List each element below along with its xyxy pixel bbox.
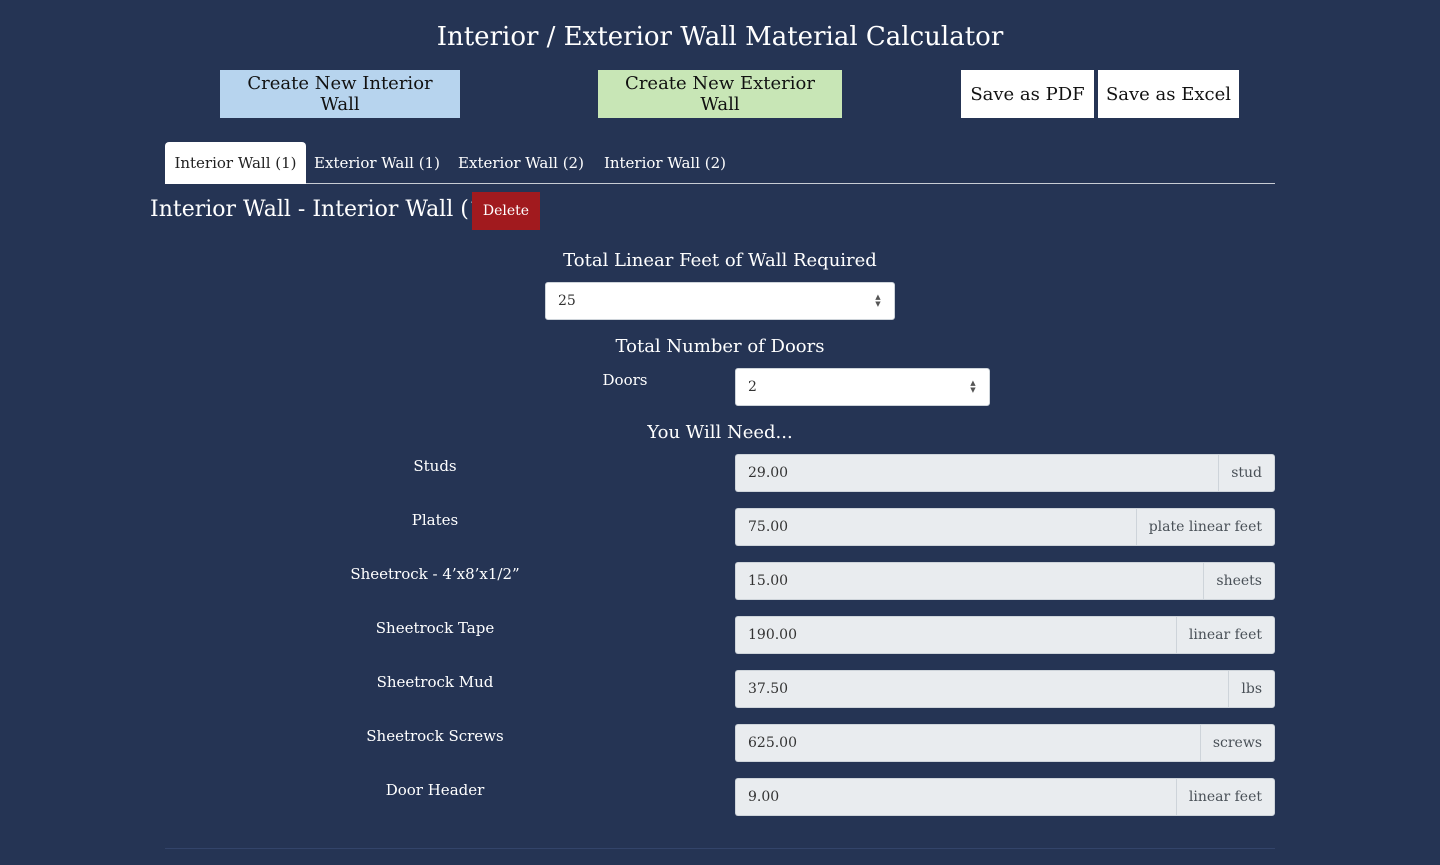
result-label-door-header: Door Header <box>385 781 485 799</box>
tab-exterior-wall-1[interactable]: Exterior Wall (1) <box>314 154 440 172</box>
page-title: Interior / Exterior Wall Material Calcul… <box>436 22 1004 52</box>
result-label-sheetrock: Sheetrock - 4’x8’x1/2” <box>350 565 520 583</box>
spinner-arrows-icon[interactable]: ▲ ▼ <box>970 379 976 394</box>
tab-interior-wall-1[interactable]: Interior Wall (1) <box>165 142 306 184</box>
result-value: 625.00 <box>735 724 1200 762</box>
result-sheetrock-mud: 37.50 lbs <box>735 670 1275 708</box>
results-heading: You Will Need... <box>647 422 793 443</box>
result-label-studs: Studs <box>413 457 457 475</box>
result-unit: lbs <box>1228 670 1275 708</box>
wall-tabs: Interior Wall (1) Exterior Wall (1) Exte… <box>165 142 1275 184</box>
result-door-header: 9.00 linear feet <box>735 778 1275 816</box>
spinner-arrows-icon[interactable]: ▲ ▼ <box>875 293 881 308</box>
doors-heading: Total Number of Doors <box>615 336 825 357</box>
result-unit: stud <box>1218 454 1275 492</box>
create-interior-wall-button[interactable]: Create New Interior Wall <box>220 70 460 118</box>
result-unit: screws <box>1199 724 1275 762</box>
result-sheetrock-screws: 625.00 screws <box>735 724 1275 762</box>
result-value: 190.00 <box>735 616 1176 654</box>
result-unit: linear feet <box>1175 778 1275 816</box>
create-exterior-wall-button[interactable]: Create New Exterior Wall <box>598 70 842 118</box>
result-label-sheetrock-tape: Sheetrock Tape <box>375 619 495 637</box>
result-label-plates: Plates <box>411 511 459 529</box>
result-value: 75.00 <box>735 508 1136 546</box>
result-value: 29.00 <box>735 454 1219 492</box>
result-value: 15.00 <box>735 562 1204 600</box>
result-label-sheetrock-mud: Sheetrock Mud <box>376 673 494 691</box>
doors-label: Doors <box>602 371 648 389</box>
result-unit: plate linear feet <box>1135 508 1275 546</box>
result-sheetrock: 15.00 sheets <box>735 562 1275 600</box>
delete-wall-button[interactable]: Delete <box>472 192 540 230</box>
result-sheetrock-tape: 190.00 linear feet <box>735 616 1275 654</box>
result-plates: 75.00 plate linear feet <box>735 508 1275 546</box>
result-value: 37.50 <box>735 670 1229 708</box>
linear-feet-value: 25 <box>558 293 576 309</box>
bottom-divider <box>165 848 1275 849</box>
result-value: 9.00 <box>735 778 1176 816</box>
linear-feet-label: Total Linear Feet of Wall Required <box>563 250 877 271</box>
tab-interior-wall-2[interactable]: Interior Wall (2) <box>603 154 727 172</box>
result-studs: 29.00 stud <box>735 454 1275 492</box>
linear-feet-input[interactable]: 25 ▲ ▼ <box>545 282 895 320</box>
result-unit: linear feet <box>1175 616 1275 654</box>
save-pdf-button[interactable]: Save as PDF <box>961 70 1094 118</box>
tab-exterior-wall-2[interactable]: Exterior Wall (2) <box>458 154 584 172</box>
doors-value: 2 <box>748 379 757 395</box>
wall-section-heading: Interior Wall - Interior Wall (1) <box>150 197 492 222</box>
save-excel-button[interactable]: Save as Excel <box>1098 70 1239 118</box>
result-label-sheetrock-screws: Sheetrock Screws <box>366 727 504 745</box>
result-unit: sheets <box>1203 562 1275 600</box>
doors-input[interactable]: 2 ▲ ▼ <box>735 368 990 406</box>
